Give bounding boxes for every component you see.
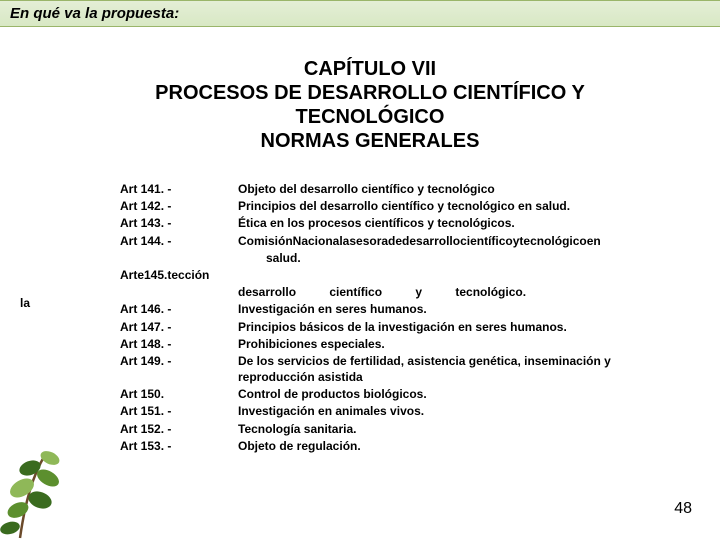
content-area: CAPÍTULO VII PROCESOS DE DESARROLLO CIEN… <box>0 27 720 464</box>
article-label: Art 141. - <box>120 181 210 197</box>
article-description: Objeto del desarrollo científico y tecno… <box>238 181 670 197</box>
article-label: Art 149. - <box>120 353 210 385</box>
article-label: Arte145.tección <box>120 267 210 283</box>
article-label: Art 153. - <box>120 438 210 454</box>
article-label: Art 150. <box>120 386 210 402</box>
article-description: Prohibiciones especiales. <box>238 336 670 352</box>
article-description: salud. <box>238 250 670 266</box>
article-description: Control de productos biológicos. <box>238 386 670 402</box>
article-description: Investigación en animales vivos. <box>238 403 670 419</box>
article-description: desarrollo científico y tecnológico. <box>238 284 670 300</box>
article-description <box>238 267 670 283</box>
article-description: ComisiónNacionalasesoradedesarrollocient… <box>238 233 670 249</box>
article-description: Investigación en seres humanos. <box>238 301 670 317</box>
article-description: De los servicios de fertilidad, asistenc… <box>238 353 670 385</box>
article-label: Art 152. - <box>120 421 210 437</box>
article-label: Art 144. - <box>120 233 210 249</box>
article-label: Art 151. - <box>120 403 210 419</box>
article-description: Ética en los procesos científicos y tecn… <box>238 215 670 231</box>
chapter-line3: NORMAS GENERALES <box>80 129 660 153</box>
article-label: Art 148. - <box>120 336 210 352</box>
article-description: Tecnología sanitaria. <box>238 421 670 437</box>
chapter-line2: PROCESOS DE DESARROLLO CIENTÍFICO Y TECN… <box>80 81 660 129</box>
header-title: En qué va la propuesta: <box>10 5 179 22</box>
article-label: Art 147. - <box>120 319 210 335</box>
articles-list: Art 141. - Objeto del desarrollo científi… <box>120 181 670 454</box>
article-label: Art 143. - <box>120 215 210 231</box>
article-description: Principios del desarrollo científico y t… <box>238 198 670 214</box>
header-bar: En qué va la propuesta: <box>0 0 720 27</box>
chapter-title: CAPÍTULO VII PROCESOS DE DESARROLLO CIEN… <box>80 57 660 153</box>
floating-la-text: la <box>20 296 30 310</box>
article-label: Art 142. - <box>120 198 210 214</box>
page-number: 48 <box>674 500 692 518</box>
article-label <box>120 250 210 266</box>
plant-decoration-icon <box>0 440 90 540</box>
article-description: Principios básicos de la investigación e… <box>238 319 670 335</box>
article-label <box>120 284 210 300</box>
article-label: Art 146. - <box>120 301 210 317</box>
chapter-line1: CAPÍTULO VII <box>80 57 660 81</box>
article-description: Objeto de regulación. <box>238 438 670 454</box>
